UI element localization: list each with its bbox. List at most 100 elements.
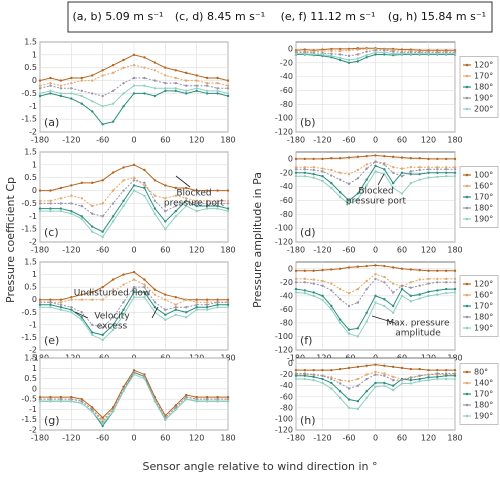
x-tick-label: 180 <box>220 136 235 145</box>
point <box>205 199 209 203</box>
point <box>444 291 448 295</box>
point <box>91 331 94 334</box>
point <box>226 306 230 309</box>
point <box>122 301 125 304</box>
point <box>383 49 386 52</box>
point <box>143 285 146 289</box>
point <box>374 373 377 376</box>
point <box>338 267 342 270</box>
point <box>330 289 333 292</box>
point <box>49 76 52 80</box>
point <box>365 396 368 400</box>
point <box>321 170 324 173</box>
point <box>365 320 368 323</box>
point <box>132 84 136 87</box>
y-tick-label: -2 <box>29 426 37 435</box>
y-tick-label: -60 <box>280 86 293 95</box>
point <box>101 326 104 329</box>
point <box>347 380 351 383</box>
point <box>195 298 198 301</box>
point <box>143 290 146 294</box>
point <box>383 168 386 171</box>
point <box>49 199 52 203</box>
point <box>205 92 209 95</box>
point <box>91 74 94 77</box>
point <box>101 298 104 301</box>
point <box>427 378 430 382</box>
point <box>91 406 94 409</box>
point <box>365 167 368 170</box>
legend-label: 160° <box>474 182 493 191</box>
point <box>427 290 430 293</box>
point <box>153 179 157 182</box>
point <box>226 303 230 306</box>
point <box>330 387 333 390</box>
y-tick-label: 0.5 <box>24 173 37 182</box>
point <box>391 311 395 314</box>
point <box>195 397 198 401</box>
point <box>49 395 52 399</box>
point <box>132 278 136 281</box>
point <box>205 303 209 306</box>
point <box>294 374 298 377</box>
point <box>111 189 115 192</box>
point <box>356 155 360 159</box>
point <box>49 400 52 403</box>
point <box>101 202 104 205</box>
point <box>195 209 198 213</box>
y-tick-label: -0.5 <box>21 308 37 317</box>
x-tick-label: 120 <box>421 136 436 145</box>
point <box>409 172 413 176</box>
point <box>400 192 404 195</box>
point <box>226 79 230 82</box>
point <box>444 166 448 169</box>
point <box>153 94 157 98</box>
point <box>303 291 307 295</box>
annotation: pressure port <box>164 199 225 209</box>
point <box>101 215 104 218</box>
y-tick-label: 1 <box>32 364 37 373</box>
point <box>132 184 136 187</box>
point <box>205 301 209 304</box>
panel-label: (b) <box>300 116 316 129</box>
point <box>185 71 188 75</box>
point <box>216 204 219 208</box>
point <box>347 156 351 159</box>
point <box>216 207 219 210</box>
y-tick-label: 0.5 <box>24 63 37 72</box>
annotation-arrow <box>74 311 89 319</box>
point <box>444 157 448 161</box>
point <box>356 53 360 56</box>
point <box>205 84 209 87</box>
point <box>174 408 177 411</box>
point <box>80 293 83 296</box>
point <box>427 171 430 174</box>
point <box>101 424 104 428</box>
point <box>174 87 177 90</box>
point <box>80 94 83 98</box>
x-tick-label: -60 <box>96 246 109 255</box>
point <box>436 52 439 55</box>
point <box>365 264 368 268</box>
point <box>70 306 73 309</box>
point <box>185 197 188 200</box>
y-tick-label: -20 <box>280 58 293 67</box>
legend-marker <box>465 381 469 385</box>
point <box>143 373 146 376</box>
point <box>70 87 73 90</box>
point <box>59 79 63 82</box>
annotation-arrow <box>371 315 396 324</box>
point <box>101 422 104 426</box>
point <box>383 275 386 279</box>
point <box>101 230 104 233</box>
x-tick-label: 60 <box>160 136 170 145</box>
point <box>49 209 52 213</box>
point <box>312 294 315 298</box>
legend-label: 80° <box>474 368 488 377</box>
point <box>91 212 94 215</box>
point <box>195 303 198 306</box>
point <box>312 373 315 376</box>
y-tick-label: -100 <box>275 332 293 341</box>
point <box>409 170 413 173</box>
